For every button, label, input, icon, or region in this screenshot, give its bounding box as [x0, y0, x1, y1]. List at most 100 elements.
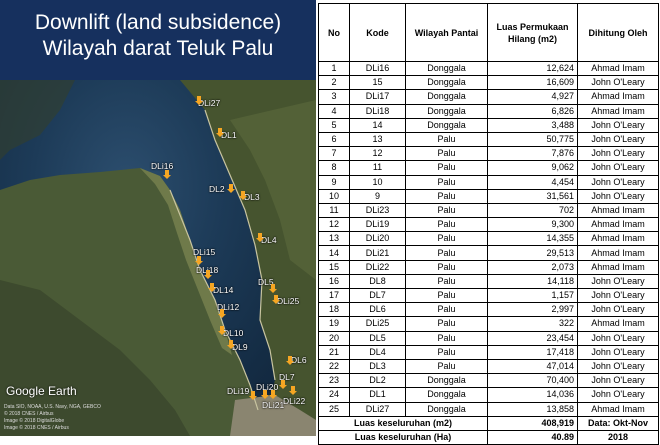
cell-oleh: John O'Leary	[577, 273, 659, 290]
header-kode: Kode	[349, 3, 406, 62]
cell-no: 4	[318, 103, 350, 119]
cell-kode: DLi16	[349, 60, 406, 77]
table-footer-row-m2: Luas keseluruhan (m2) 408,919 Data: Okt-…	[318, 415, 659, 431]
map-pin-dl9: DL9	[232, 342, 248, 352]
map-pin-dli19: DLi19	[227, 386, 250, 396]
cell-luas: 29,513	[487, 245, 578, 261]
cell-luas: 50,775	[487, 131, 578, 148]
table-row: 11 DLi23 Palu 702 Ahmad Imam	[318, 202, 659, 219]
cell-luas: 6,826	[487, 103, 578, 119]
map-pin-arrow-dli18	[204, 270, 212, 279]
cell-wilayah: Palu	[405, 202, 488, 219]
cell-luas: 17,418	[487, 344, 578, 360]
cell-kode: DLi17	[349, 89, 406, 105]
map-pin-arrow-dli15	[195, 256, 203, 265]
cell-oleh: Ahmad Imam	[577, 401, 659, 417]
cell-oleh: John O'Leary	[577, 131, 659, 148]
map-pin-dl14: DL14	[213, 285, 234, 295]
map-pin-dl1: DL1	[221, 130, 237, 140]
cell-no: 5	[318, 117, 350, 133]
map-pin-dli22: DLi22	[283, 396, 306, 406]
cell-wilayah: Donggala	[405, 387, 488, 403]
cell-luas: 7,876	[487, 146, 578, 162]
cell-oleh: John O'Leary	[577, 358, 659, 375]
cell-kode: DL3	[349, 358, 406, 375]
table-row: 17 DL7 Palu 1,157 John O'Leary	[318, 287, 659, 304]
cell-luas: 14,118	[487, 273, 578, 290]
cell-oleh: Ahmad Imam	[577, 217, 659, 233]
cell-no: 7	[318, 146, 350, 162]
cell-oleh: John O'Leary	[577, 75, 659, 91]
cell-no: 12	[318, 217, 350, 233]
title-line-1: Downlift (land subsidence)	[34, 11, 282, 34]
cell-wilayah: Donggala	[405, 103, 488, 119]
header-wilayah: Wilayah Pantai	[405, 3, 488, 62]
map-terrain	[0, 80, 316, 436]
cell-luas: 31,561	[487, 188, 578, 204]
cell-kode: 12	[349, 146, 406, 162]
subsidence-table-container: No Kode Wilayah Pantai Luas Permukaan Hi…	[318, 3, 659, 445]
cell-luas: 9,300	[487, 217, 578, 233]
cell-oleh: John O'Leary	[577, 330, 659, 346]
cell-oleh: John O'Leary	[577, 174, 659, 190]
cell-wilayah: Palu	[405, 330, 488, 346]
table-row: 5 14 Donggala 3,488 John O'Leary	[318, 117, 659, 133]
cell-luas: 23,454	[487, 330, 578, 346]
cell-wilayah: Palu	[405, 316, 488, 332]
cell-kode: DL4	[349, 344, 406, 360]
table-row: 9 10 Palu 4,454 John O'Leary	[318, 174, 659, 190]
table-footer-row-ha: Luas keseluruhan (Ha) 40.89 2018	[318, 429, 659, 445]
table-row: 15 DLi22 Palu 2,073 Ahmad Imam	[318, 259, 659, 275]
cell-no: 6	[318, 131, 350, 148]
cell-oleh: John O'Leary	[577, 188, 659, 204]
map-pin-arrow-dl10	[218, 326, 226, 335]
cell-no: 10	[318, 188, 350, 204]
cell-no: 13	[318, 231, 350, 247]
cell-luas: 14,036	[487, 387, 578, 403]
cell-no: 1	[318, 60, 350, 77]
table-row: 4 DLi18 Donggala 6,826 Ahmad Imam	[318, 103, 659, 119]
cell-luas: 322	[487, 316, 578, 332]
table-row: 22 DL3 Palu 47,014 John O'Leary	[318, 358, 659, 375]
cell-kode: DLi19	[349, 217, 406, 233]
cell-no: 17	[318, 287, 350, 304]
cell-kode: 14	[349, 117, 406, 133]
cell-no: 22	[318, 358, 350, 375]
map-pin-dli21: DLi21	[262, 400, 285, 410]
table-row: 7 12 Palu 7,876 John O'Leary	[318, 146, 659, 162]
cell-no: 21	[318, 344, 350, 360]
total-m2-value: 408,919	[487, 415, 578, 431]
map-credit-line: © 2018 CNES / Airbus	[4, 411, 54, 417]
title-banner: Downlift (land subsidence) Wilayah darat…	[0, 0, 316, 80]
cell-oleh: Ahmad Imam	[577, 231, 659, 247]
table-row: 24 DL1 Donggala 14,036 John O'Leary	[318, 387, 659, 403]
cell-wilayah: Donggala	[405, 89, 488, 105]
map-pin-dli16: DLi16	[151, 161, 174, 171]
map-pin-arrow-dl6	[286, 356, 294, 365]
map-pin-arrow-dli21	[261, 390, 269, 399]
cell-kode: DL1	[349, 387, 406, 403]
cell-luas: 70,400	[487, 373, 578, 389]
cell-oleh: Ahmad Imam	[577, 60, 659, 77]
cell-oleh: John O'Leary	[577, 387, 659, 403]
map-pin-arrow-dli22	[289, 386, 297, 395]
cell-luas: 9,062	[487, 160, 578, 176]
cell-no: 9	[318, 174, 350, 190]
map-credit-line: Data SIO, NOAA, U.S. Navy, NGA, GEBCO	[4, 404, 101, 410]
cell-kode: DL5	[349, 330, 406, 346]
cell-oleh: John O'Leary	[577, 344, 659, 360]
map-pin-dl7: DL7	[279, 372, 295, 382]
cell-luas: 12,624	[487, 60, 578, 77]
cell-wilayah: Palu	[405, 259, 488, 275]
map-pin-arrow-dli16	[163, 170, 171, 179]
cell-oleh: Ahmad Imam	[577, 316, 659, 332]
cell-no: 8	[318, 160, 350, 176]
map-pin-dli12: DLi12	[217, 302, 240, 312]
cell-no: 18	[318, 302, 350, 318]
table-row: 18 DL6 Palu 2,997 John O'Leary	[318, 302, 659, 318]
map-pin-dl3: DL3	[244, 192, 260, 202]
table-row: 23 DL2 Donggala 70,400 John O'Leary	[318, 373, 659, 389]
table-row: 16 DL8 Palu 14,118 John O'Leary	[318, 273, 659, 290]
cell-wilayah: Palu	[405, 245, 488, 261]
table-row: 3 DLi17 Donggala 4,927 Ahmad Imam	[318, 89, 659, 105]
